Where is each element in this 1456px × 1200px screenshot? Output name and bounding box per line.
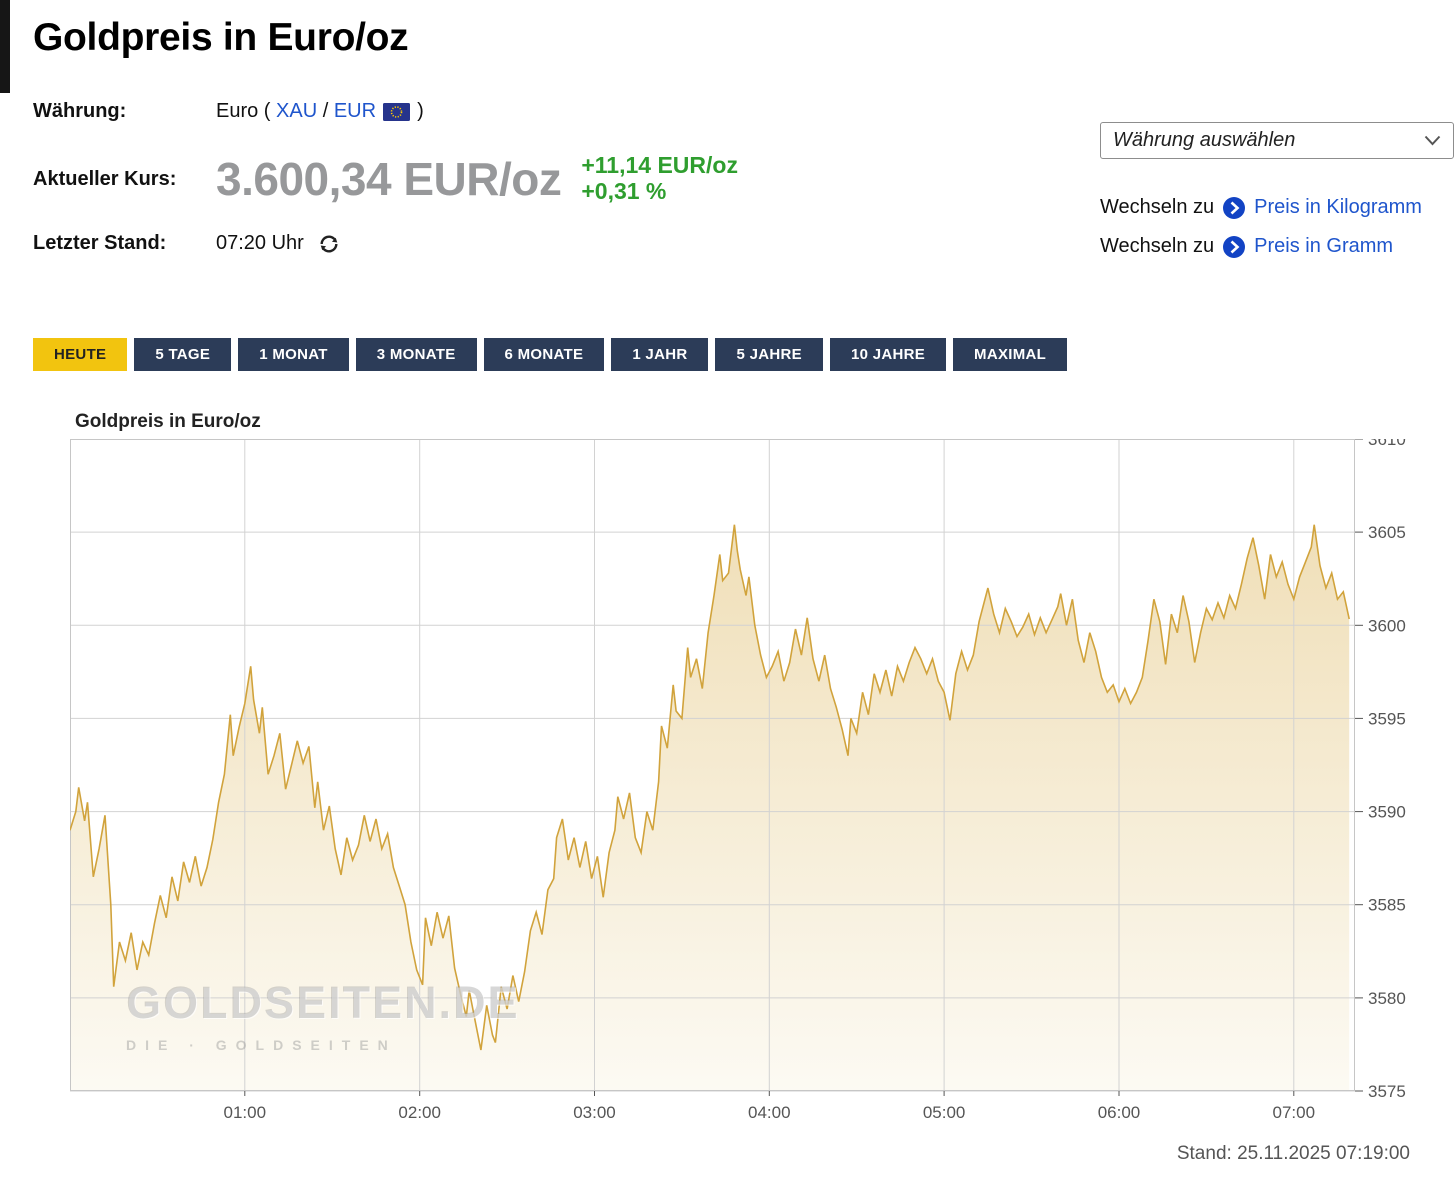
xau-link[interactable]: XAU	[276, 100, 318, 122]
svg-text:3610: 3610	[1368, 439, 1406, 449]
page-title: Goldpreis in Euro/oz	[33, 16, 409, 59]
currency-row: Währung: Euro ( XAU / EUR )	[33, 100, 424, 123]
svg-text:03:00: 03:00	[573, 1103, 616, 1122]
currency-select[interactable]: Währung auswählen	[1100, 122, 1454, 159]
current-price-value: 3.600,34 EUR/oz	[216, 153, 562, 205]
currency-suffix: )	[417, 100, 424, 122]
currency-prefix: Euro (	[216, 100, 271, 122]
page-edge-bar	[0, 0, 10, 93]
arrow-circle-icon[interactable]	[1223, 196, 1246, 219]
tab-heute[interactable]: HEUTE	[33, 338, 128, 371]
refresh-icon[interactable]	[318, 233, 340, 255]
svg-text:3595: 3595	[1368, 709, 1406, 728]
currency-separator: /	[322, 100, 329, 122]
arrow-circle-icon[interactable]	[1223, 235, 1246, 258]
last-update-value: 07:20 Uhr	[216, 232, 304, 254]
price-label: Aktueller Kurs:	[33, 167, 177, 190]
current-price-row: Aktueller Kurs: 3.600,34 EUR/oz +11,14 E…	[33, 150, 738, 208]
currency-label: Währung:	[33, 100, 127, 122]
last-update-row: Letzter Stand: 07:20 Uhr	[33, 232, 340, 255]
tab-1-jahr[interactable]: 1 JAHR	[611, 338, 709, 371]
svg-text:04:00: 04:00	[748, 1103, 791, 1122]
tab-maximal[interactable]: MAXIMAL	[953, 338, 1068, 371]
svg-text:3585: 3585	[1368, 896, 1406, 915]
tab-1-monat[interactable]: 1 MONAT	[238, 338, 349, 371]
svg-text:3605: 3605	[1368, 523, 1406, 542]
svg-text:07:00: 07:00	[1273, 1103, 1316, 1122]
chart-title: Goldpreis in Euro/oz	[75, 411, 261, 432]
svg-text:3575: 3575	[1368, 1082, 1406, 1101]
switch-to-gram-row: Wechseln zu Preis in Gramm	[1100, 235, 1393, 258]
chevron-down-icon	[1424, 135, 1441, 146]
tab-10-jahre[interactable]: 10 JAHRE	[829, 338, 947, 371]
switch-g-label: Wechseln zu	[1100, 235, 1215, 257]
svg-text:05:00: 05:00	[923, 1103, 966, 1122]
chart-timestamp: Stand: 25.11.2025 07:19:00	[1176, 1143, 1410, 1164]
price-in-kilogram-link[interactable]: Preis in Kilogramm	[1254, 196, 1422, 218]
price-change-percent: +0,31 %	[581, 178, 667, 204]
currency-value: Euro ( XAU / EUR )	[216, 100, 424, 123]
time-range-tabs: HEUTE 5 TAGE 1 MONAT 3 MONATE 6 MONATE 1…	[33, 338, 1068, 371]
currency-select-value: Währung auswählen	[1113, 129, 1296, 151]
switch-to-kilogram-row: Wechseln zu Preis in Kilogramm	[1100, 196, 1422, 219]
svg-text:02:00: 02:00	[398, 1103, 441, 1122]
svg-text:01:00: 01:00	[224, 1103, 267, 1122]
price-change-absolute: +11,14 EUR/oz	[581, 152, 738, 179]
tab-5-tage[interactable]: 5 TAGE	[134, 338, 232, 371]
gold-price-chart: Goldpreis in Euro/oz 3575 3580 3585 3590 359…	[70, 405, 1456, 1185]
svg-text:3590: 3590	[1368, 803, 1406, 822]
svg-text:3600: 3600	[1368, 616, 1406, 635]
svg-text:3580: 3580	[1368, 989, 1406, 1008]
eur-link[interactable]: EUR	[333, 100, 377, 122]
price-change-block: +11,14 EUR/oz +0,31 %	[581, 152, 738, 205]
tab-6-monate[interactable]: 6 MONATE	[483, 338, 605, 371]
price-chart-svg: 3575 3580 3585 3590 3595 3600 3605 3610 01:00 02:…	[70, 439, 1406, 1122]
eu-flag-icon	[383, 102, 411, 121]
svg-text:06:00: 06:00	[1098, 1103, 1141, 1122]
tab-3-monate[interactable]: 3 MONATE	[355, 338, 477, 371]
tab-5-jahre[interactable]: 5 JAHRE	[715, 338, 823, 371]
price-in-gram-link[interactable]: Preis in Gramm	[1254, 235, 1394, 257]
switch-kg-label: Wechseln zu	[1100, 196, 1215, 218]
last-update-label: Letzter Stand:	[33, 232, 167, 254]
